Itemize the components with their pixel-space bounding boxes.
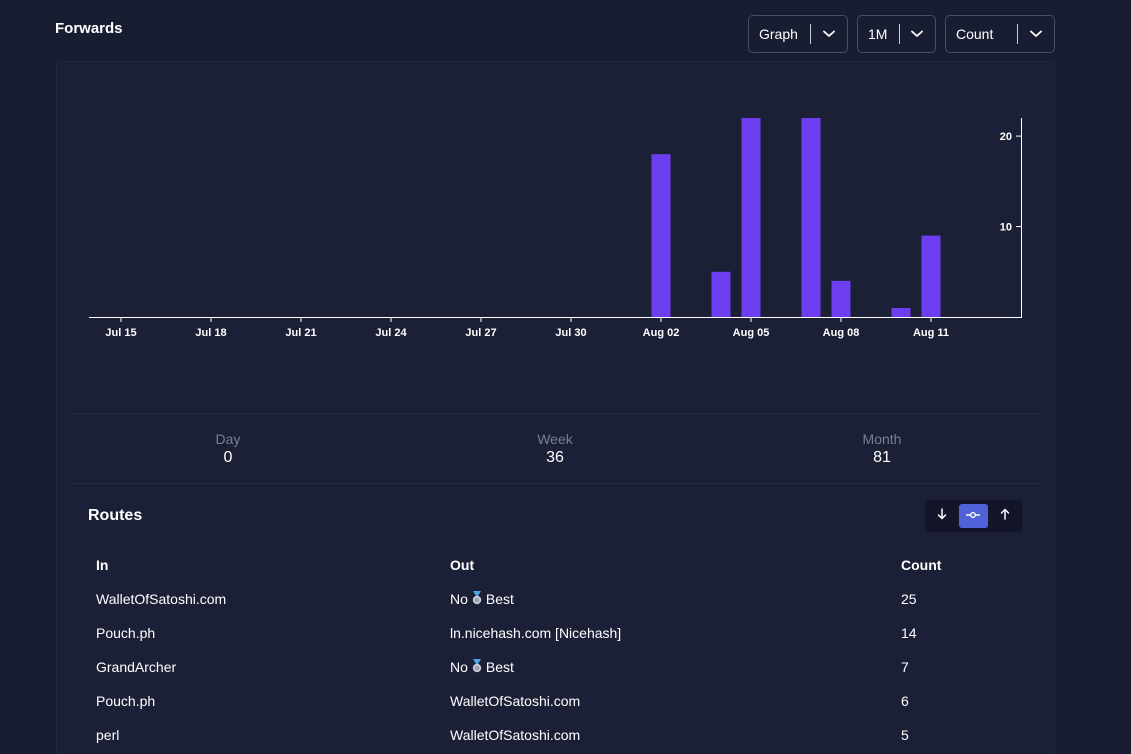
arrow-up-icon xyxy=(999,507,1011,525)
select-separator xyxy=(1017,24,1019,44)
chevron-down-icon xyxy=(811,30,847,38)
chart-bar xyxy=(921,235,941,317)
chart-bar xyxy=(801,118,821,317)
chart-bar xyxy=(651,154,671,317)
route-count-cell: 7 xyxy=(901,659,909,675)
chart-toolbar: Graph 1M Count xyxy=(748,15,1055,53)
chart-bar xyxy=(831,280,851,317)
page-title: Forwards xyxy=(55,20,123,37)
route-out-name: No xyxy=(450,591,468,607)
x-tick-label: Jul 24 xyxy=(375,327,407,339)
column-header-out[interactable]: Out xyxy=(450,557,475,573)
route-count-cell: 14 xyxy=(901,625,917,641)
table-row[interactable]: GrandArcher No Best 7 xyxy=(96,650,1026,684)
x-tick-label: Aug 08 xyxy=(823,327,860,339)
chart-bar xyxy=(891,307,911,317)
route-out-name-suffix: Best xyxy=(485,591,514,607)
route-out-name: WalletOfSatoshi.com xyxy=(450,693,581,709)
x-tick-label: Aug 02 xyxy=(643,327,680,339)
stat-month-value: 81 xyxy=(873,449,891,466)
table-row[interactable]: perl WalletOfSatoshi.com 5 xyxy=(96,718,1026,752)
metric-value: Count xyxy=(956,26,994,42)
route-in-cell: Pouch.ph xyxy=(96,625,156,641)
metric-select[interactable]: Count xyxy=(945,15,1055,53)
table-body: WalletOfSatoshi.com No Best 25 Pouch.ph ln.ni… xyxy=(96,582,1026,752)
sort-ascending-button[interactable] xyxy=(992,504,1018,528)
route-out-cell: No Best xyxy=(450,658,901,676)
stat-week: Week 36 xyxy=(495,431,615,467)
table-row[interactable]: Pouch.ph ln.nicehash.com [Nicehash] 14 xyxy=(96,616,1026,650)
chevron-down-icon xyxy=(1018,30,1054,38)
divider xyxy=(72,413,1040,414)
stat-day-label: Day xyxy=(215,431,241,447)
y-tick-label: 10 xyxy=(1000,222,1012,234)
route-in-cell: GrandArcher xyxy=(96,659,177,675)
route-count-cell: 6 xyxy=(901,693,909,709)
x-tick-label: Jul 21 xyxy=(285,327,316,339)
route-out-cell: ln.nicehash.com [Nicehash] xyxy=(450,625,901,641)
route-in-cell: WalletOfSatoshi.com xyxy=(96,591,227,607)
medal-icon xyxy=(471,590,483,608)
routes-sort-toggle xyxy=(925,500,1022,532)
stat-day-value: 0 xyxy=(223,449,233,466)
route-out-cell: WalletOfSatoshi.com xyxy=(450,693,901,709)
medal-icon xyxy=(471,658,483,676)
table-header: In Out Count xyxy=(96,556,1026,574)
select-separator xyxy=(810,24,811,44)
stat-week-label: Week xyxy=(537,431,573,447)
chart-bar xyxy=(741,118,761,317)
select-separator xyxy=(899,24,900,44)
route-icon xyxy=(966,507,981,525)
route-in-cell: perl xyxy=(96,727,120,743)
chevron-down-icon xyxy=(900,30,935,38)
route-count-cell: 25 xyxy=(901,591,917,607)
route-out-name: ln.nicehash.com [Nicehash] xyxy=(450,625,622,641)
routes-title: Routes xyxy=(88,507,143,524)
x-tick-label: Jul 15 xyxy=(105,327,136,339)
arrow-down-icon xyxy=(936,507,948,525)
sort-descending-button[interactable] xyxy=(929,504,955,528)
route-out-name: WalletOfSatoshi.com xyxy=(450,727,581,743)
route-out-name: No xyxy=(450,659,468,675)
column-header-in[interactable]: In xyxy=(96,557,109,573)
divider xyxy=(72,483,1040,484)
stat-month-label: Month xyxy=(862,431,902,447)
route-out-name-suffix: Best xyxy=(485,659,514,675)
time-range-value: 1M xyxy=(868,26,888,42)
forwards-card xyxy=(56,61,1055,754)
x-tick-label: Aug 05 xyxy=(733,327,770,339)
stat-day: Day 0 xyxy=(168,431,288,467)
column-header-count[interactable]: Count xyxy=(901,557,942,573)
route-out-cell: WalletOfSatoshi.com xyxy=(450,727,901,743)
x-tick-label: Aug 11 xyxy=(913,327,949,339)
table-row[interactable]: WalletOfSatoshi.com No Best 25 xyxy=(96,582,1026,616)
x-tick-label: Jul 18 xyxy=(195,327,226,339)
table-row[interactable]: Pouch.ph WalletOfSatoshi.com 6 xyxy=(96,684,1026,718)
x-tick-label: Jul 27 xyxy=(465,327,496,339)
time-range-select[interactable]: 1M xyxy=(857,15,936,53)
y-tick-label: 20 xyxy=(1000,131,1012,143)
route-count-cell: 5 xyxy=(901,727,909,743)
route-in-cell: Pouch.ph xyxy=(96,693,156,709)
forwards-bar-chart: Jul 15 Jul 18 Jul 21 Jul 24 Jul 27 Jul 30 Aug … xyxy=(89,118,1022,339)
view-mode-select[interactable]: Graph xyxy=(748,15,848,53)
view-mode-value: Graph xyxy=(759,26,798,42)
stat-month: Month 81 xyxy=(822,431,942,467)
x-tick-label: Jul 30 xyxy=(555,327,586,339)
chart-bar xyxy=(711,271,731,317)
routes-table: In Out Count WalletOfSatoshi.com No Best 25… xyxy=(96,556,1026,752)
stat-week-value: 36 xyxy=(546,449,564,466)
route-out-cell: No Best xyxy=(450,590,901,608)
sort-route-button[interactable] xyxy=(959,504,988,528)
